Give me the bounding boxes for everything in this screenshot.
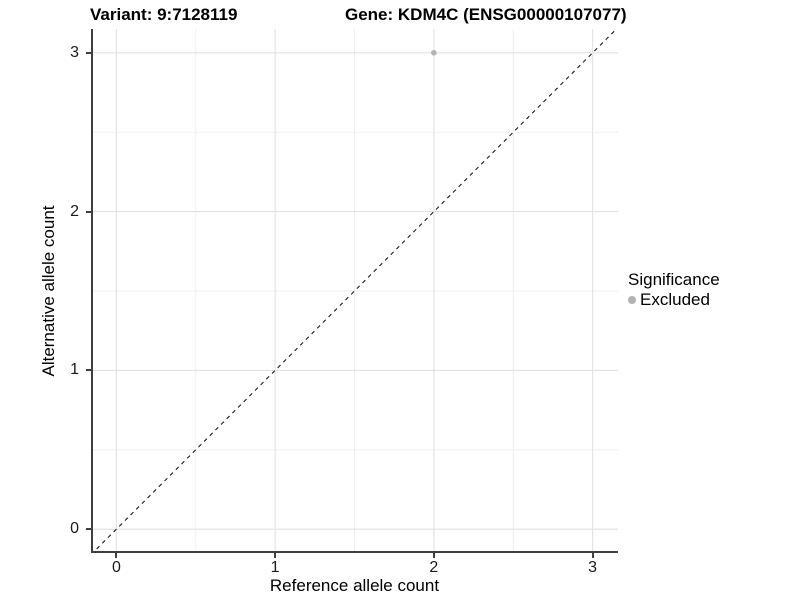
x-tick-mark [115, 553, 118, 558]
plot-panel [91, 29, 618, 553]
y-axis-title: Alternative allele count [39, 205, 58, 377]
gene-title: Gene: KDM4C (ENSG00000107077) [345, 5, 627, 24]
x-tick-label: 1 [270, 559, 280, 576]
variant-title: Variant: 9:7128119 [90, 5, 238, 24]
x-axis-title: Reference allele count [269, 576, 440, 595]
y-tick-mark [86, 210, 91, 213]
y-tick-mark [86, 369, 91, 372]
y-tick-label: 3 [70, 43, 79, 61]
legend-title: Significance [628, 270, 720, 289]
x-tick-mark [432, 553, 435, 558]
legend-item: Excluded [628, 290, 720, 310]
data-point [431, 50, 437, 56]
legend: Significance Excluded [628, 270, 720, 310]
x-tick-label: 0 [111, 559, 121, 576]
x-tick-mark [591, 553, 594, 558]
x-tick-label: 2 [429, 559, 439, 576]
legend-items: Excluded [628, 290, 720, 310]
x-tick-label: 3 [588, 559, 598, 576]
x-tick-mark [274, 553, 277, 558]
y-tick-mark [86, 51, 91, 54]
y-tick-mark [86, 528, 91, 531]
y-tick-label: 1 [70, 361, 79, 379]
plot-canvas [91, 29, 618, 553]
legend-item-label: Excluded [640, 290, 710, 309]
y-tick-label: 2 [70, 202, 79, 220]
legend-point-icon [628, 296, 636, 304]
y-tick-label: 0 [70, 520, 79, 538]
